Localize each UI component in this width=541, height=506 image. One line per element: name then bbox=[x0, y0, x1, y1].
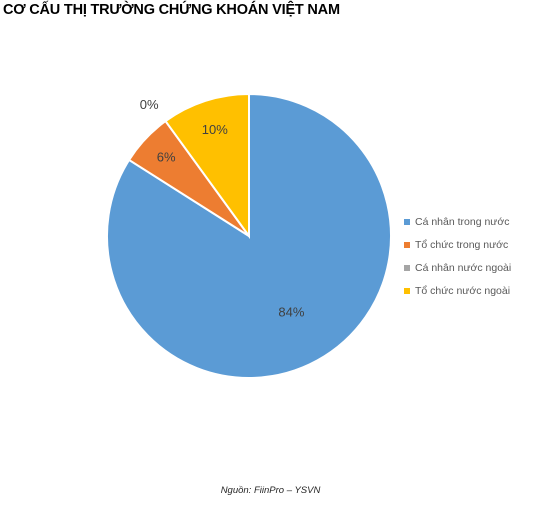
pie-data-label: 10% bbox=[202, 122, 228, 137]
legend-item: Tổ chức trong nước bbox=[404, 233, 511, 256]
pie-data-labels: 84% 6% 0% 10% bbox=[140, 97, 305, 320]
legend-label: Cá nhân trong nước bbox=[415, 215, 510, 228]
chart-title: CƠ CẤU THỊ TRƯỜNG CHỨNG KHOÁN VIỆT NAM bbox=[3, 2, 340, 18]
pie-data-label: 0% bbox=[140, 97, 159, 112]
legend-swatch bbox=[404, 241, 410, 248]
legend-item: Cá nhân trong nước bbox=[404, 210, 511, 233]
legend-swatch bbox=[404, 287, 410, 294]
legend-item: Tổ chức nước ngoài bbox=[404, 279, 511, 302]
chart-legend: Cá nhân trong nước Tổ chức trong nước Cá… bbox=[404, 210, 511, 302]
legend-swatch bbox=[404, 264, 410, 271]
legend-item: Cá nhân nước ngoài bbox=[404, 256, 511, 279]
pie-slice bbox=[164, 92, 250, 240]
pie-chart: 84% 6% 0% 10% bbox=[106, 92, 392, 379]
legend-label: Tổ chức trong nước bbox=[415, 238, 509, 251]
legend-label: Tổ chức nước ngoài bbox=[415, 284, 511, 297]
pie-slices bbox=[106, 92, 392, 379]
source-note: Nguồn: FiinPro – YSVN bbox=[220, 485, 321, 496]
pie-data-label: 6% bbox=[157, 150, 176, 165]
legend-label: Cá nhân nước ngoài bbox=[415, 261, 512, 274]
pie-data-label: 84% bbox=[278, 305, 304, 320]
legend-swatch bbox=[404, 218, 410, 225]
